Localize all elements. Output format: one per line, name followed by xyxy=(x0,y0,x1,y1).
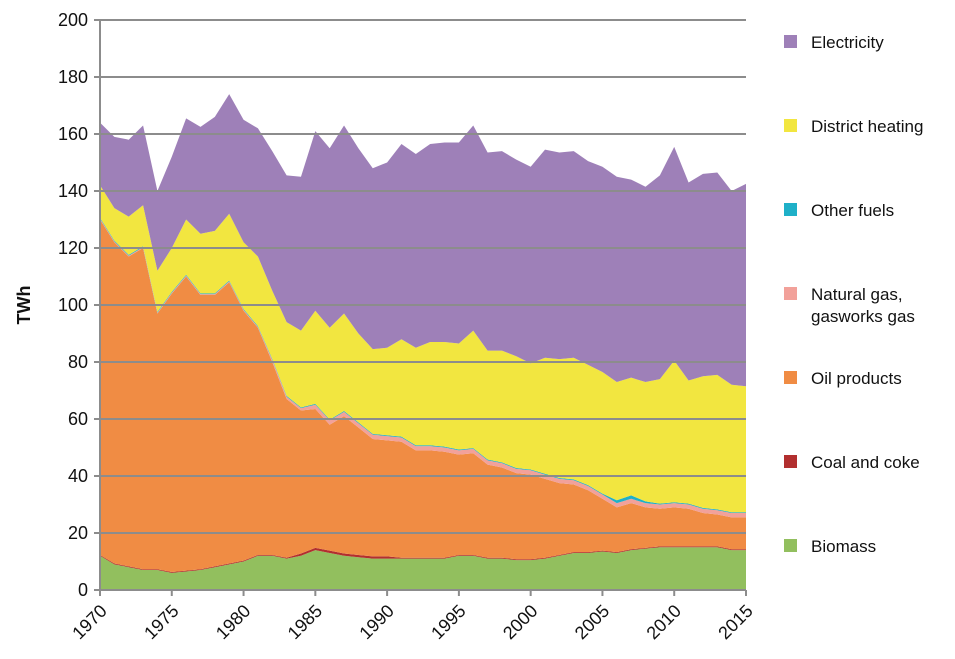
y-tick-label: 80 xyxy=(68,352,88,372)
legend-entry: Natural gas, gasworks gas xyxy=(784,284,949,328)
y-tick-label: 140 xyxy=(58,181,88,201)
legend-entry: Biomass xyxy=(784,536,949,558)
y-axis-title: TWh xyxy=(14,286,34,325)
x-tick-label: 2000 xyxy=(499,601,541,643)
x-tick-label: 1985 xyxy=(284,601,326,643)
legend-entry: Oil products xyxy=(784,368,949,390)
legend-swatch xyxy=(784,287,797,300)
legend-entry: Electricity xyxy=(784,32,949,54)
x-tick-label: 2010 xyxy=(643,601,685,643)
x-tick-label: 1970 xyxy=(68,601,110,643)
area xyxy=(100,94,746,387)
y-tick-label: 180 xyxy=(58,67,88,87)
legend-label: Oil products xyxy=(811,369,902,388)
legend-swatch xyxy=(784,455,797,468)
legend-entry: Other fuels xyxy=(784,200,949,222)
legend-swatch xyxy=(784,35,797,48)
legend-label: Other fuels xyxy=(811,201,895,220)
legend-swatch xyxy=(784,203,797,216)
legend-entry: Coal and coke xyxy=(784,452,949,474)
y-tick-label: 0 xyxy=(78,580,88,600)
legend-label: Electricity xyxy=(811,33,884,52)
x-tick-label: 1995 xyxy=(427,601,469,643)
y-tick-label: 160 xyxy=(58,124,88,144)
area xyxy=(100,185,746,513)
legend-entry: District heating xyxy=(784,116,949,138)
legend-label: District heating xyxy=(811,117,924,136)
legend-label: Coal and coke xyxy=(811,453,920,472)
y-tick-label: 200 xyxy=(58,10,88,30)
x-tick-label: 1990 xyxy=(355,601,397,643)
x-tick-label: 1975 xyxy=(140,601,182,643)
y-tick-label: 120 xyxy=(58,238,88,258)
x-tick-label: 2005 xyxy=(571,601,613,643)
legend-label: Biomass xyxy=(811,537,877,556)
y-tick-label: 20 xyxy=(68,523,88,543)
legend-swatch xyxy=(784,371,797,384)
y-tick-label: 100 xyxy=(58,295,88,315)
x-tick-label: 2015 xyxy=(714,601,756,643)
area xyxy=(100,219,746,573)
legend-swatch xyxy=(784,119,797,132)
x-tick-label: 1980 xyxy=(212,601,254,643)
legend-swatch xyxy=(784,539,797,552)
area xyxy=(100,547,746,590)
y-tick-label: 40 xyxy=(68,466,88,486)
y-tick-label: 60 xyxy=(68,409,88,429)
legend-label: Natural gas, gasworks gas xyxy=(811,285,915,326)
